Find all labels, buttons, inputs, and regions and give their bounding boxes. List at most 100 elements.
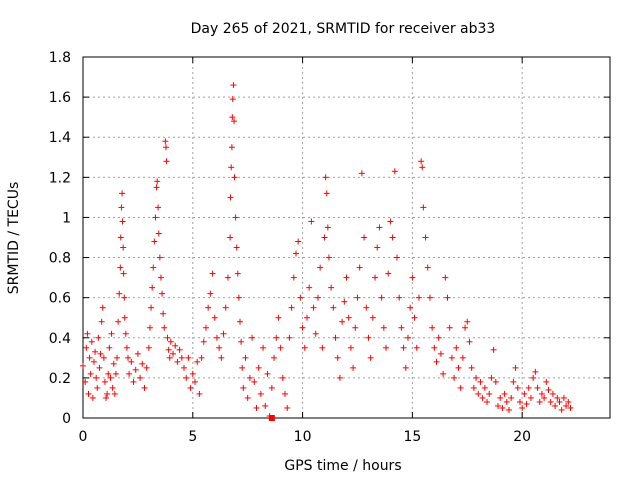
data-point [181, 364, 188, 371]
data-point [103, 394, 110, 401]
data-point [426, 294, 433, 301]
data-point [545, 386, 552, 393]
data-point [150, 264, 157, 271]
data-point [374, 244, 381, 251]
y-tick-label: 1 [62, 210, 71, 226]
data-point [396, 294, 403, 301]
data-point [205, 304, 212, 311]
data-point [222, 304, 229, 311]
data-point [157, 274, 164, 281]
data-point [160, 310, 167, 317]
data-point [543, 378, 550, 385]
data-point [404, 334, 411, 341]
data-point [317, 264, 324, 271]
data-point [369, 314, 376, 321]
data-point [194, 358, 201, 365]
data-point [109, 384, 116, 391]
data-point [97, 350, 104, 357]
data-point [516, 398, 523, 405]
data-point [512, 364, 519, 371]
data-point [297, 294, 304, 301]
data-point [361, 234, 368, 241]
data-point [367, 354, 374, 361]
data-point [295, 238, 302, 245]
data-point [240, 384, 247, 391]
data-point [477, 378, 484, 385]
data-point [385, 270, 392, 277]
data-point [165, 346, 172, 353]
data-point [321, 234, 328, 241]
data-point [155, 230, 162, 237]
data-point [339, 318, 346, 325]
data-point [152, 214, 159, 221]
data-point [178, 354, 185, 361]
data-point [277, 344, 284, 351]
data-point [83, 344, 90, 351]
data-point [462, 324, 469, 331]
data-point [519, 404, 526, 411]
data-point [400, 344, 407, 351]
data-point [86, 354, 93, 361]
data-point [229, 114, 236, 121]
data-point [330, 304, 337, 311]
data-point [218, 354, 225, 361]
data-point [556, 398, 563, 405]
data-point [440, 370, 447, 377]
data-point [80, 362, 86, 369]
data-point [145, 344, 152, 351]
data-point [128, 358, 135, 365]
data-point [547, 398, 554, 405]
y-axis-label: SRMTID / TECUs [6, 182, 22, 295]
data-point [249, 334, 256, 341]
data-point [224, 274, 231, 281]
data-point [126, 370, 133, 377]
data-point [238, 338, 245, 345]
data-point [90, 358, 97, 365]
y-tick-label: 0.4 [49, 331, 71, 347]
data-point [323, 190, 330, 197]
data-point [336, 374, 343, 381]
data-point [229, 96, 236, 103]
data-point [389, 234, 396, 241]
chart-title: Day 265 of 2021, SRMTID for receiver ab3… [191, 21, 496, 37]
data-point [246, 374, 253, 381]
data-point [499, 404, 506, 411]
data-point [162, 138, 169, 145]
data-point [459, 354, 466, 361]
data-point [93, 374, 100, 381]
data-point [117, 264, 124, 271]
data-point [227, 234, 234, 241]
data-point [119, 190, 126, 197]
data-point [159, 290, 166, 297]
data-point [343, 274, 350, 281]
y-tick-label: 1.8 [49, 50, 71, 66]
data-point [514, 384, 521, 391]
data-point [560, 394, 567, 401]
data-point [213, 334, 220, 341]
data-point [122, 330, 129, 337]
data-point [365, 334, 372, 341]
data-point [292, 250, 299, 257]
data-point [209, 270, 216, 277]
data-point [176, 346, 183, 353]
data-points [80, 82, 574, 421]
data-point [268, 384, 275, 391]
x-tick-label: 15 [403, 429, 421, 445]
data-point [319, 344, 326, 351]
data-point [387, 218, 394, 225]
data-point [125, 354, 132, 361]
y-tick-label: 0.6 [49, 291, 71, 307]
data-point [286, 334, 293, 341]
data-point [308, 218, 315, 225]
data-point [380, 324, 387, 331]
data-point [328, 284, 335, 291]
data-point [420, 204, 427, 211]
data-point [119, 218, 126, 225]
data-point [105, 370, 112, 377]
data-point [508, 394, 515, 401]
data-point [378, 294, 385, 301]
data-point [495, 402, 502, 409]
data-point [306, 284, 313, 291]
data-point [288, 304, 295, 311]
